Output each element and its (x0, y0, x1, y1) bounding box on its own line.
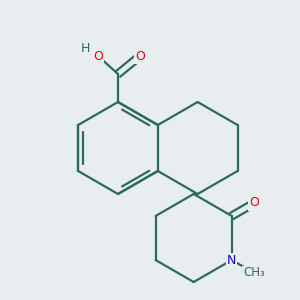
Text: H: H (80, 41, 90, 55)
Text: O: O (249, 196, 259, 209)
Text: O: O (135, 50, 145, 62)
Text: O: O (93, 50, 103, 62)
Text: N: N (227, 254, 236, 266)
Text: CH₃: CH₃ (243, 266, 265, 280)
